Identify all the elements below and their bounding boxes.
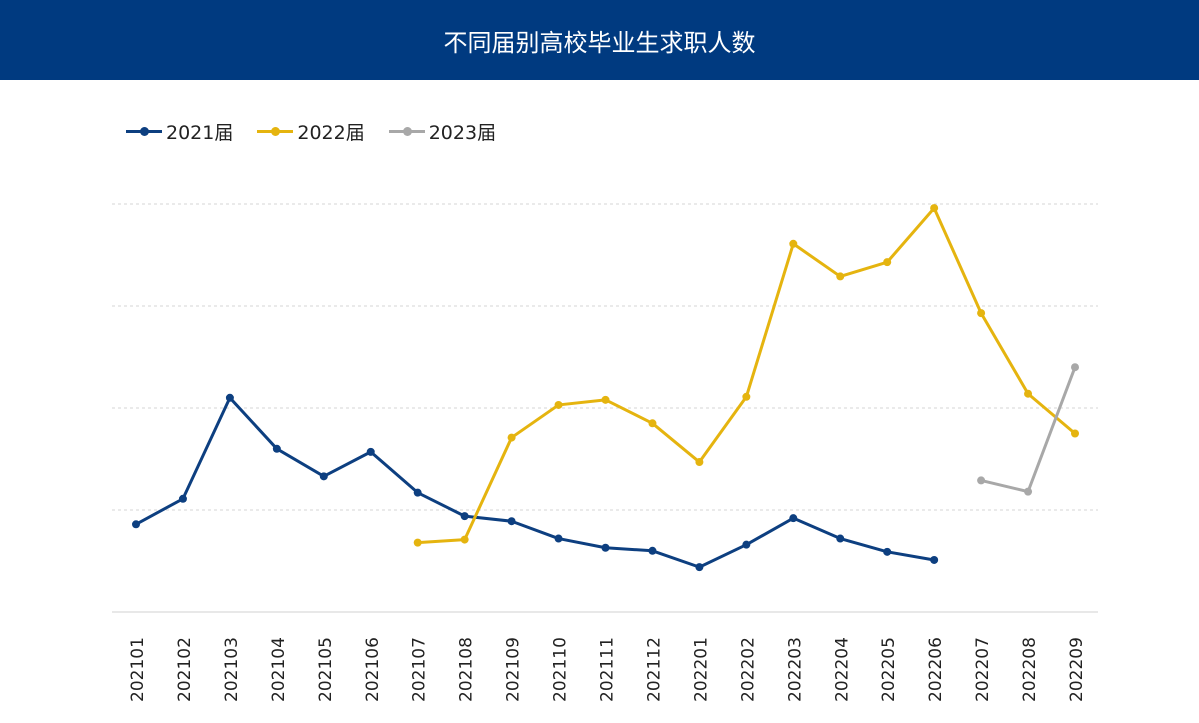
data-point xyxy=(977,309,986,318)
data-point xyxy=(930,204,939,213)
legend-marker xyxy=(257,127,294,136)
x-tick-label: 202111 xyxy=(598,637,618,702)
data-point xyxy=(836,272,845,281)
data-point xyxy=(977,476,986,485)
x-tick-label: 202209 xyxy=(1067,637,1087,702)
data-point xyxy=(648,419,657,428)
legend-label: 2021届 xyxy=(166,122,234,144)
legend-item-2021: 2021届 xyxy=(126,118,233,145)
data-point xyxy=(789,514,798,523)
x-tick-label: 202107 xyxy=(410,637,430,702)
x-tick-label: 202204 xyxy=(832,637,852,702)
x-tick-label: 202106 xyxy=(363,637,383,702)
data-point xyxy=(1071,429,1079,438)
x-tick-label: 202110 xyxy=(551,637,571,702)
legend-marker xyxy=(126,127,162,136)
data-point xyxy=(695,458,704,467)
x-tick-label: 202208 xyxy=(1020,637,1040,702)
data-point xyxy=(413,538,422,547)
data-point xyxy=(836,534,845,543)
data-point xyxy=(1024,487,1033,496)
data-point xyxy=(366,447,375,456)
data-point xyxy=(1071,363,1079,372)
data-point xyxy=(178,494,187,503)
x-tick-label: 202109 xyxy=(504,637,524,702)
x-tick-label: 202103 xyxy=(222,637,242,702)
x-tick-label: 202206 xyxy=(926,637,946,702)
data-point xyxy=(272,444,281,453)
chart-title: 不同届别高校毕业生求职人数 xyxy=(0,0,1199,80)
data-point xyxy=(554,400,563,409)
data-point xyxy=(601,395,610,404)
data-point xyxy=(460,512,469,521)
x-tick-label: 202202 xyxy=(738,637,758,702)
data-point xyxy=(413,488,422,497)
data-point xyxy=(554,534,563,543)
x-tick-label: 202105 xyxy=(316,637,336,702)
data-point xyxy=(319,472,328,481)
data-point xyxy=(601,543,610,552)
x-tick-label: 202108 xyxy=(457,637,477,702)
series-line-1 xyxy=(417,206,1076,545)
data-point xyxy=(460,535,469,544)
data-point xyxy=(742,392,751,401)
x-tick-label: 202112 xyxy=(644,637,664,702)
data-point xyxy=(930,555,939,564)
data-point xyxy=(507,433,516,442)
legend: 2021届 2022届 2023届 xyxy=(126,118,496,145)
series-line-2 xyxy=(980,366,1077,494)
data-point xyxy=(695,563,704,572)
x-tick-label: 202201 xyxy=(691,637,711,702)
data-point xyxy=(789,239,798,248)
series-line-0 xyxy=(135,396,935,569)
data-point xyxy=(1024,389,1033,398)
x-tick-label: 202207 xyxy=(973,637,993,702)
data-point xyxy=(648,546,657,555)
data-point xyxy=(132,520,140,529)
legend-label: 2022届 xyxy=(297,122,365,144)
data-point xyxy=(507,517,516,526)
data-point xyxy=(883,547,892,556)
data-point xyxy=(225,393,234,402)
legend-item-2022: 2022届 xyxy=(257,118,365,145)
legend-label: 2023届 xyxy=(428,122,497,144)
legend-item-2023: 2023届 xyxy=(388,118,497,145)
x-tick-label: 202101 xyxy=(128,637,148,702)
x-tick-label: 202205 xyxy=(879,637,899,702)
x-tick-label: 202203 xyxy=(785,637,805,702)
data-point xyxy=(883,258,892,267)
data-point xyxy=(742,540,751,549)
x-tick-label: 202104 xyxy=(269,637,289,702)
x-tick-label: 202102 xyxy=(175,637,195,702)
legend-marker xyxy=(388,127,425,136)
